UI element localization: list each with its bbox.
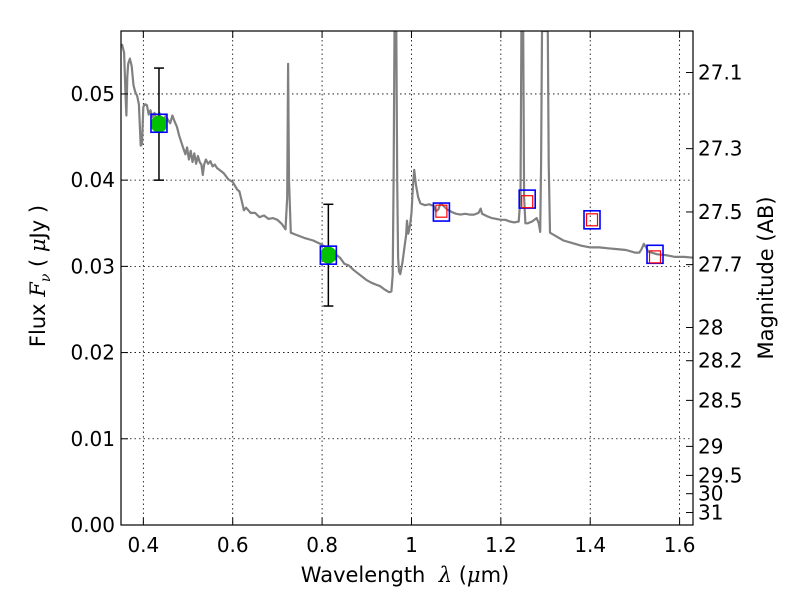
x-tick-label: 1.4 (574, 533, 606, 557)
y-axis-label-open: ( (26, 252, 50, 274)
y-axis-label: Flux Fν ( μJy ) (26, 205, 54, 347)
x-axis-label-open: ( (452, 563, 467, 587)
y2-tick-label: 30 (698, 482, 723, 506)
x-tick-label: 0.4 (127, 533, 159, 557)
x-tick-label: 0.6 (217, 533, 249, 557)
plot-frame (120, 30, 694, 526)
y2-tick-label: 27.7 (698, 253, 743, 277)
prediction-marker (648, 250, 662, 264)
model-photometry-marker (319, 245, 338, 265)
y2-tick-label: 29.5 (698, 463, 743, 487)
y2-tick-label: 27.3 (698, 137, 743, 161)
x-tick-label: 1.2 (485, 533, 517, 557)
observed-point (150, 115, 168, 133)
x-tick-label: 0.8 (306, 533, 338, 557)
x-tick-label: 1.6 (664, 533, 696, 557)
y-axis-label-unit: Jy ) (26, 205, 50, 241)
y2-tick-label: 28.5 (698, 388, 743, 412)
x-axis-label-variable: λ (438, 563, 452, 587)
x-axis-label-prefix: Wavelength (301, 563, 439, 587)
y-axis-label-unit-prefix: μ (26, 238, 50, 252)
x-axis-label-unit-prefix: μ (467, 563, 481, 587)
y-tick-label: 0.02 (70, 341, 115, 365)
x-tick-label: 1 (405, 533, 418, 557)
y-tick-label: 0.03 (70, 254, 115, 278)
model-photometry-marker (150, 113, 168, 134)
prediction-marker (435, 204, 448, 218)
x-axis-label-unit: m) (481, 563, 510, 587)
y-tick-label: 0.05 (70, 82, 115, 106)
y-tick-label: 0.04 (70, 168, 115, 192)
prediction-marker (585, 213, 599, 227)
y2-axis-label: Magnitude (AB) (754, 196, 778, 359)
y-axis-label-variable: F (26, 281, 50, 298)
model-photometry-marker (432, 202, 451, 222)
model-photometry-marker (583, 210, 601, 230)
x-axis-label: Wavelength λ (μm) (301, 563, 509, 587)
prediction-marker (521, 195, 534, 209)
y2-tick-label: 28 (698, 315, 723, 339)
y2-tick-label: 27.5 (698, 200, 743, 224)
axis-ticks: 0.4 0.6 0.8 1 1.2 1.4 1.6 0.00 0.01 0.02 0.03 0.04 0… (70, 31, 743, 557)
y2-tick-label: 27.1 (698, 61, 743, 85)
observed-point (319, 246, 337, 264)
y2-tick-label: 31 (698, 501, 723, 525)
sed-model-line (121, 31, 693, 294)
plot-area (121, 31, 693, 307)
y-tick-label: 0.01 (70, 427, 115, 451)
y-tick-label: 0.00 (70, 513, 115, 537)
y-axis-label-subscript: ν (38, 273, 54, 282)
grid-lines (121, 31, 693, 526)
y-axis-label-prefix: Flux (26, 297, 50, 347)
y2-tick-label: 28.2 (698, 349, 743, 373)
y2-tick-label: 29 (698, 434, 723, 458)
